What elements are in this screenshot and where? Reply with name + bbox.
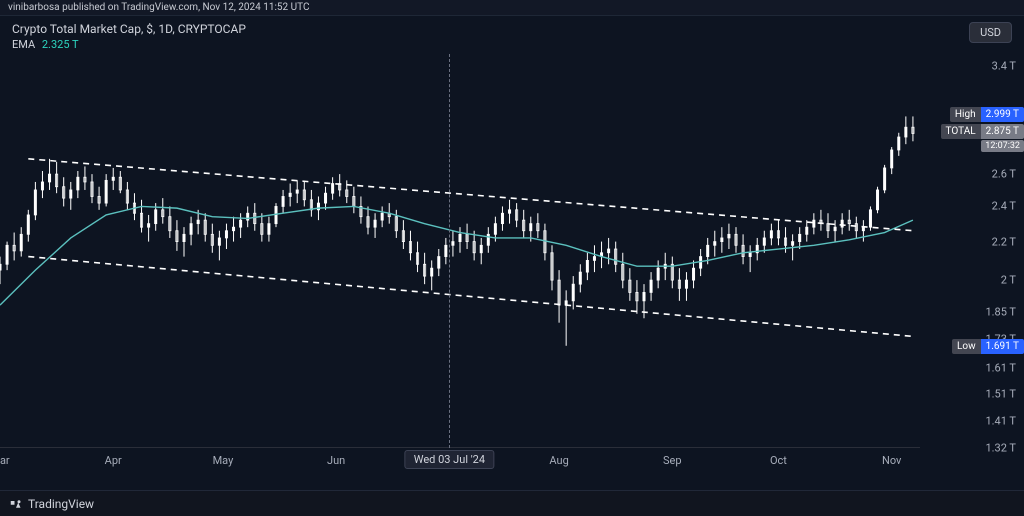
x-tick: Jun (327, 454, 345, 467)
price-tag: TOTAL2.875 T12:07:32 (941, 124, 1024, 139)
x-tick: May (213, 454, 234, 467)
tradingview-logo-icon (10, 498, 22, 510)
y-tick: 1.51 T (985, 387, 1016, 400)
y-axis[interactable]: 3.4 T2.6 T2.4 T2.2 T2 T1.85 T1.73 T1.61 … (924, 54, 1024, 448)
y-tick: 2.2 T (992, 235, 1016, 248)
indicator-ema: EMA 2.325 T (12, 38, 79, 51)
y-tick: 1.41 T (985, 415, 1016, 428)
x-tick: Aug (549, 454, 568, 467)
price-chart[interactable] (0, 54, 920, 448)
y-tick: 2.4 T (992, 200, 1016, 213)
ema-value: 2.325 T (42, 38, 79, 51)
y-tick: 2.6 T (992, 168, 1016, 181)
y-tick: 1.32 T (985, 442, 1016, 455)
x-tooltip: Wed 03 Jul '24 (405, 450, 494, 469)
y-tick: 1.85 T (985, 305, 1016, 318)
currency-button[interactable]: USD (969, 22, 1012, 43)
y-tick: 1.61 T (985, 361, 1016, 374)
price-tag: High2.999 T (950, 107, 1024, 122)
x-tick: Oct (770, 454, 787, 467)
price-tag: Low1.691 T (952, 339, 1024, 354)
x-tick: Nov (882, 454, 901, 467)
publish-banner: vinibarbosa published on TradingView.com… (0, 0, 1024, 16)
x-axis[interactable]: Mar Apr May Jun Aug Sep Oct Nov Wed 03 Jul '24 (0, 448, 920, 472)
x-tick: Apr (105, 454, 122, 467)
crosshair-vertical (449, 54, 450, 448)
footer: TradingView (0, 490, 1024, 516)
ema-label: EMA (12, 38, 35, 51)
y-tick: 2 T (1001, 274, 1016, 287)
y-tick: 3.4 T (992, 59, 1016, 72)
x-tick: Sep (663, 454, 682, 467)
x-tick: Mar (0, 454, 10, 467)
symbol-title: Crypto Total Market Cap, $, 1D, CRYPTOCA… (12, 22, 246, 36)
footer-brand: TradingView (28, 497, 94, 511)
